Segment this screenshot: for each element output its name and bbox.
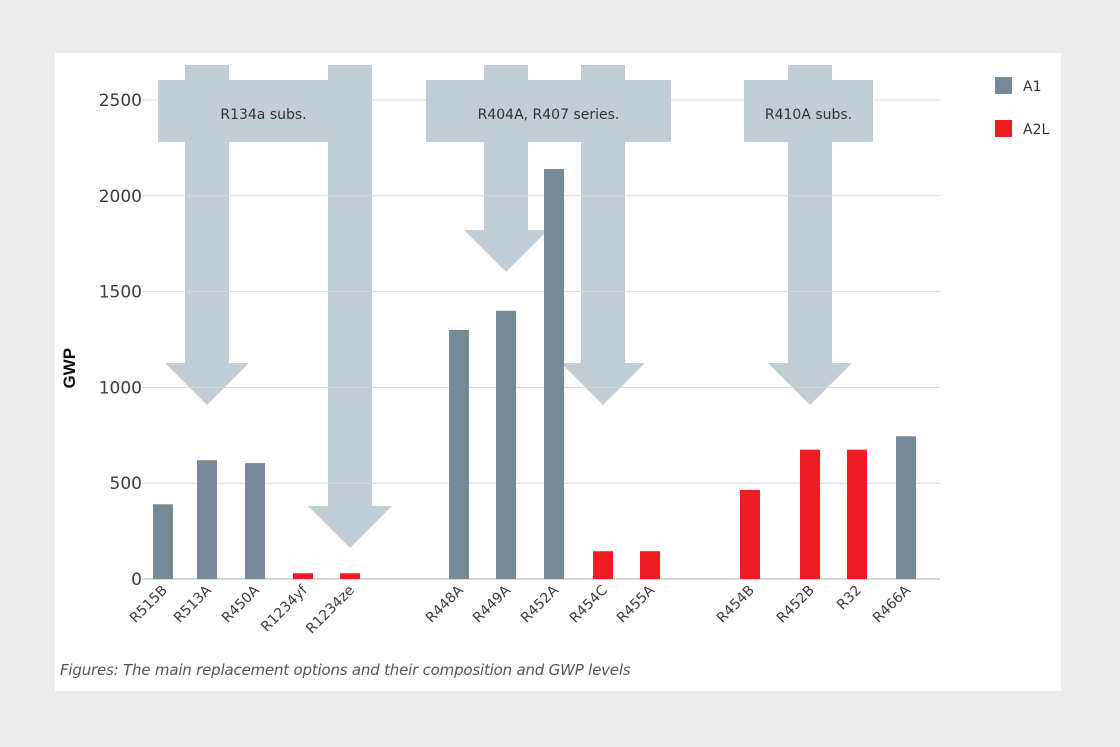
x-tick-r452b: R452B bbox=[774, 583, 818, 627]
y-tick-1000: 1000 bbox=[99, 378, 142, 398]
bar-layer bbox=[153, 168, 916, 579]
x-tick-r1234ze: R1234ze bbox=[303, 583, 358, 638]
group-arrow-r454c bbox=[561, 65, 645, 405]
x-tick-r513a: R513A bbox=[171, 582, 215, 626]
y-tick-500: 500 bbox=[110, 474, 142, 494]
bar-r32 bbox=[847, 449, 867, 579]
bar-r448a bbox=[449, 329, 469, 579]
bar-r450a bbox=[245, 463, 265, 579]
bar-r454c bbox=[593, 551, 613, 579]
x-tick-r454c: R454C bbox=[567, 582, 611, 626]
x-tick-r452a: R452A bbox=[518, 582, 562, 626]
bar-r513a bbox=[197, 460, 217, 579]
y-tick-0: 0 bbox=[131, 570, 142, 590]
group-banner-2 bbox=[426, 80, 671, 142]
group-banner-1 bbox=[158, 80, 369, 142]
group-arrow-r452b bbox=[768, 65, 852, 405]
x-tick-r32: R32 bbox=[834, 583, 865, 614]
legend-label-a1: A1 bbox=[1023, 79, 1041, 95]
y-tick-1500: 1500 bbox=[99, 283, 142, 303]
group-arrow-r1234ze bbox=[308, 65, 392, 548]
legend-swatch-a1 bbox=[995, 77, 1012, 94]
figure-card: R134a subs. R404A, R407 series. R410A subs… bbox=[55, 53, 1061, 691]
x-tick-r454b: R454B bbox=[714, 583, 758, 627]
y-axis-label: GWP bbox=[60, 348, 79, 389]
x-tick-r450a: R450A bbox=[219, 582, 263, 626]
y-tick-2000: 2000 bbox=[99, 187, 142, 207]
group-banner-layer: R134a subs. R404A, R407 series. R410A subs… bbox=[158, 80, 873, 142]
group-banner-3 bbox=[744, 80, 873, 142]
arrow-layer bbox=[165, 65, 852, 548]
bar-r515b bbox=[153, 504, 173, 579]
group-arrow-r513a bbox=[165, 65, 249, 405]
y-axis: 0 500 1000 1500 2000 2500 GWP bbox=[60, 91, 142, 590]
legend: A1 A2L bbox=[995, 77, 1049, 138]
bar-r449a bbox=[496, 310, 516, 579]
gwp-bar-chart: R134a subs. R404A, R407 series. R410A subs… bbox=[60, 65, 1049, 637]
bar-r1234ze bbox=[340, 573, 360, 579]
bar-r452a bbox=[544, 168, 564, 579]
legend-swatch-a2l bbox=[995, 120, 1012, 137]
y-tick-2500: 2500 bbox=[99, 91, 142, 111]
bar-r466a bbox=[896, 436, 916, 579]
x-tick-r455a: R455A bbox=[614, 582, 658, 626]
group-banner-label-1: R134a subs. bbox=[220, 107, 306, 123]
legend-label-a2l: A2L bbox=[1023, 122, 1049, 138]
bar-r455a bbox=[640, 551, 660, 579]
x-tick-r466a: R466A bbox=[870, 582, 914, 626]
bar-r1234yf bbox=[293, 573, 313, 579]
bar-r452b bbox=[800, 449, 820, 579]
group-banner-label-2: R404A, R407 series. bbox=[478, 107, 620, 123]
x-tick-r449a: R449A bbox=[470, 582, 514, 626]
group-banner-label-3: R410A subs. bbox=[765, 107, 852, 123]
x-tick-r448a: R448A bbox=[423, 582, 467, 626]
bar-r454b bbox=[740, 489, 760, 579]
figure-caption: Figures: The main replacement options an… bbox=[60, 661, 631, 679]
